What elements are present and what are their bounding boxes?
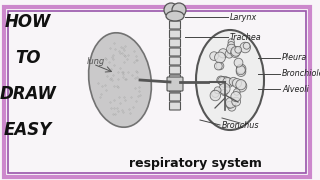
Circle shape xyxy=(224,78,234,87)
Circle shape xyxy=(234,58,243,67)
FancyBboxPatch shape xyxy=(170,93,180,101)
Circle shape xyxy=(236,66,245,75)
Circle shape xyxy=(240,42,251,53)
Ellipse shape xyxy=(164,3,178,17)
Text: EASY: EASY xyxy=(4,121,52,139)
Circle shape xyxy=(216,62,224,70)
Circle shape xyxy=(210,90,220,101)
Circle shape xyxy=(231,49,239,57)
Circle shape xyxy=(219,49,228,58)
Ellipse shape xyxy=(166,11,184,21)
Circle shape xyxy=(236,67,246,76)
Circle shape xyxy=(229,77,238,86)
Text: Alveoli: Alveoli xyxy=(282,84,309,93)
Circle shape xyxy=(243,42,250,49)
Text: respiratory system: respiratory system xyxy=(129,156,261,170)
Circle shape xyxy=(228,42,235,48)
FancyBboxPatch shape xyxy=(170,21,180,29)
Text: Larynx: Larynx xyxy=(230,12,257,21)
Circle shape xyxy=(236,80,246,90)
FancyBboxPatch shape xyxy=(170,39,180,47)
Circle shape xyxy=(227,44,236,54)
Text: TO: TO xyxy=(15,49,41,67)
Circle shape xyxy=(234,89,240,95)
Circle shape xyxy=(235,80,247,92)
Circle shape xyxy=(218,77,226,85)
Circle shape xyxy=(232,97,241,106)
Circle shape xyxy=(226,101,233,108)
Text: Trachea: Trachea xyxy=(230,33,262,42)
Circle shape xyxy=(212,90,219,97)
Circle shape xyxy=(232,78,242,88)
Circle shape xyxy=(214,62,222,70)
Text: Bronchus: Bronchus xyxy=(222,120,260,129)
Circle shape xyxy=(236,65,245,73)
Circle shape xyxy=(237,64,246,73)
Ellipse shape xyxy=(196,30,264,130)
FancyBboxPatch shape xyxy=(170,30,180,38)
Circle shape xyxy=(219,76,230,87)
Text: Pleura: Pleura xyxy=(282,53,307,62)
Circle shape xyxy=(228,39,234,45)
Circle shape xyxy=(219,83,230,94)
Circle shape xyxy=(235,46,242,53)
Circle shape xyxy=(225,50,233,58)
Circle shape xyxy=(221,89,228,96)
Text: lung: lung xyxy=(87,57,105,66)
FancyBboxPatch shape xyxy=(170,75,180,83)
Ellipse shape xyxy=(172,3,186,17)
Circle shape xyxy=(215,52,225,63)
Circle shape xyxy=(214,87,221,94)
Circle shape xyxy=(217,76,225,84)
FancyBboxPatch shape xyxy=(170,66,180,74)
Circle shape xyxy=(228,103,236,111)
FancyBboxPatch shape xyxy=(170,102,180,110)
Circle shape xyxy=(231,47,241,56)
Circle shape xyxy=(210,52,218,60)
Text: HOW: HOW xyxy=(5,13,51,31)
Text: DRAW: DRAW xyxy=(0,85,56,103)
FancyBboxPatch shape xyxy=(170,57,180,65)
FancyBboxPatch shape xyxy=(167,77,183,91)
FancyBboxPatch shape xyxy=(170,84,180,92)
Circle shape xyxy=(231,92,241,102)
Circle shape xyxy=(226,97,236,108)
Circle shape xyxy=(223,77,232,86)
Text: Bronchiole: Bronchiole xyxy=(282,69,320,78)
Ellipse shape xyxy=(89,33,151,127)
FancyBboxPatch shape xyxy=(170,48,180,56)
Circle shape xyxy=(228,47,237,56)
